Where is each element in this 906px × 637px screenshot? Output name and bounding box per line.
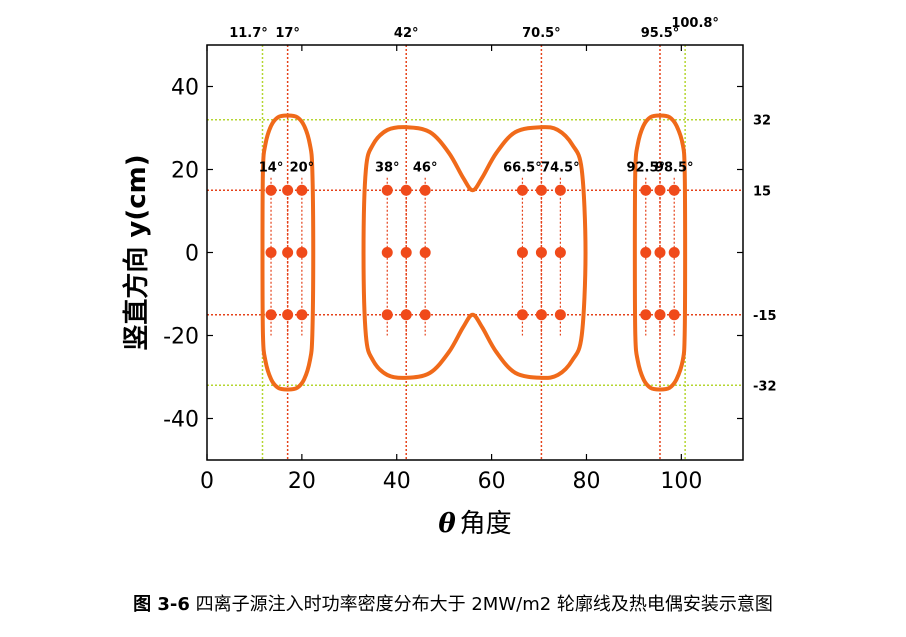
caption-text: 四离子源注入时功率密度分布大于 2MW/m2 轮廓线及热电偶安装示意图: [195, 594, 773, 615]
thermocouple-point: [400, 309, 412, 321]
column-label: 14°: [259, 161, 284, 176]
vline-label: 70.5°: [522, 26, 561, 41]
hline-label: -15: [753, 309, 777, 324]
contour-line: [361, 125, 588, 380]
column-label: 92.5°: [626, 161, 665, 176]
thermocouple-point: [282, 184, 294, 196]
thermocouple-point: [400, 184, 412, 196]
x-tick-label: 40: [383, 469, 411, 494]
thermocouple-point: [640, 247, 652, 258]
thermocouple-point: [516, 184, 528, 196]
x-tick-label: 100: [660, 469, 702, 494]
thermocouple-point: [419, 247, 431, 258]
x-tick-label: 0: [200, 469, 214, 494]
vline-label: 95.5°: [641, 26, 680, 41]
thermocouple-point: [554, 309, 566, 321]
thermocouple-point: [516, 309, 528, 321]
column-label: 20°: [290, 161, 315, 176]
hline-label: -32: [753, 379, 777, 394]
vline-label: 42°: [394, 26, 419, 41]
thermocouple-point: [282, 247, 294, 258]
thermocouple-point: [668, 309, 680, 321]
thermocouple-point: [381, 309, 393, 321]
hline-label: 32: [753, 114, 771, 129]
power-density-contours: [260, 113, 688, 392]
thermocouple-point: [381, 247, 393, 258]
thermocouple-point: [400, 247, 412, 258]
column-label: 66.5°: [503, 161, 542, 176]
figure-number: 图 3-6: [133, 594, 190, 615]
thermocouple-point: [640, 184, 652, 196]
thermocouple-point: [535, 247, 547, 258]
hline-label: 15: [753, 184, 771, 199]
contour-line: [260, 113, 316, 392]
thermocouple-point: [668, 247, 680, 258]
column-label: 98.5°: [655, 161, 694, 176]
thermocouple-point: [265, 309, 277, 321]
thermocouple-point: [296, 309, 308, 321]
figure-caption: 图 3-6 四离子源注入时功率密度分布大于 2MW/m2 轮廓线及热电偶安装示意…: [0, 590, 906, 616]
thermocouple-point: [265, 184, 277, 196]
thermocouple-point: [296, 184, 308, 196]
thermocouple-point: [419, 309, 431, 321]
thermocouple-point: [296, 247, 308, 258]
thermocouple-point: [654, 184, 666, 196]
y-tick-label: -40: [163, 408, 199, 433]
y-tick-label: 40: [171, 76, 199, 101]
thermocouple-point: [419, 184, 431, 196]
x-axis-label: θ 角度: [438, 509, 511, 539]
thermocouple-point: [654, 247, 666, 258]
annotations: 11.7° 17° 42° 70.5° 95.5°100.8° 32 15 -15 -32 14°…: [229, 16, 776, 394]
thermocouple-point: [381, 184, 393, 196]
y-tick-label: 0: [185, 242, 199, 267]
power-density-chart: 0 20 40 60 80 100 -40 -20 0 20 40 11.7° 17° 42° 70.5°…: [121, 16, 777, 539]
column-label: 46°: [413, 161, 438, 176]
axes: 0 20 40 60 80 100 -40 -20 0 20 40: [163, 45, 743, 494]
vline-label: 17°: [275, 26, 300, 41]
vline-label: 100.8°: [671, 16, 719, 31]
thermocouple-point: [535, 309, 547, 321]
column-label: 38°: [375, 161, 400, 176]
thermocouple-point: [516, 247, 528, 258]
x-tick-label: 20: [288, 469, 316, 494]
thermocouple-point: [282, 309, 294, 321]
thermocouple-point: [535, 184, 547, 196]
thermocouple-point: [554, 184, 566, 196]
contour-line: [632, 113, 688, 392]
y-tick-label: 20: [171, 159, 199, 184]
y-axis-label: 竖直方向 y(cm): [121, 154, 152, 350]
x-tick-label: 60: [478, 469, 506, 494]
vline-label: 11.7°: [229, 26, 268, 41]
thermocouple-point: [640, 309, 652, 321]
thermocouple-point: [668, 184, 680, 196]
x-tick-label: 80: [572, 469, 600, 494]
y-tick-label: -20: [163, 325, 199, 350]
column-label: 74.5°: [541, 161, 580, 176]
thermocouple-points: [265, 184, 680, 321]
thermocouple-point: [554, 247, 566, 258]
thermocouple-point: [654, 309, 666, 321]
thermocouple-point: [265, 247, 277, 258]
